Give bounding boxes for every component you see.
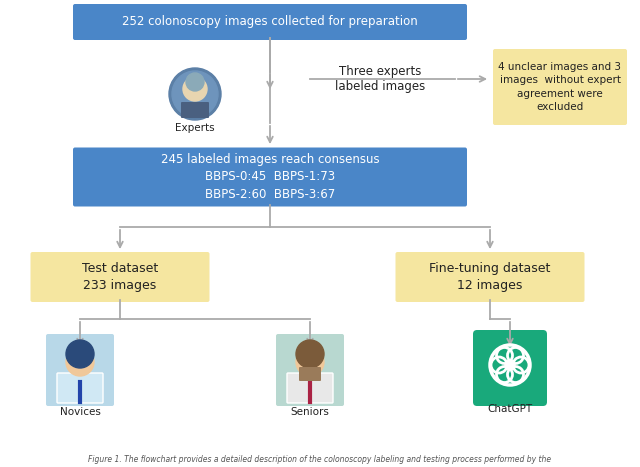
Circle shape bbox=[169, 68, 221, 120]
Circle shape bbox=[66, 348, 94, 376]
Circle shape bbox=[296, 348, 324, 376]
FancyBboxPatch shape bbox=[73, 4, 467, 40]
FancyBboxPatch shape bbox=[276, 334, 344, 406]
Text: Fine-tuning dataset
12 images: Fine-tuning dataset 12 images bbox=[429, 262, 550, 292]
Text: ChatGPT: ChatGPT bbox=[488, 404, 532, 414]
FancyBboxPatch shape bbox=[396, 252, 584, 302]
Text: 4 unclear images and 3
images  without expert
agreement were
excluded: 4 unclear images and 3 images without ex… bbox=[499, 62, 621, 112]
FancyBboxPatch shape bbox=[46, 334, 114, 406]
FancyBboxPatch shape bbox=[31, 252, 209, 302]
Text: Experts: Experts bbox=[175, 123, 215, 133]
FancyBboxPatch shape bbox=[299, 367, 321, 381]
Text: Figure 1. The flowchart provides a detailed description of the colonoscopy label: Figure 1. The flowchart provides a detai… bbox=[88, 455, 552, 465]
Text: 245 labeled images reach consensus
BBPS-0:45  BBPS-1:73
BBPS-2:60  BBPS-3:67: 245 labeled images reach consensus BBPS-… bbox=[161, 154, 380, 200]
Text: Test dataset
233 images: Test dataset 233 images bbox=[82, 262, 158, 292]
Circle shape bbox=[505, 360, 515, 370]
Circle shape bbox=[66, 340, 94, 368]
FancyBboxPatch shape bbox=[181, 102, 209, 118]
Text: Novices: Novices bbox=[60, 407, 100, 417]
Circle shape bbox=[186, 73, 204, 91]
Text: Three experts
labeled images: Three experts labeled images bbox=[335, 65, 425, 93]
FancyBboxPatch shape bbox=[73, 148, 467, 206]
FancyBboxPatch shape bbox=[57, 373, 103, 403]
Text: Seniors: Seniors bbox=[291, 407, 330, 417]
FancyBboxPatch shape bbox=[287, 373, 333, 403]
Text: 252 colonoscopy images collected for preparation: 252 colonoscopy images collected for pre… bbox=[122, 15, 418, 28]
FancyBboxPatch shape bbox=[473, 330, 547, 406]
Circle shape bbox=[296, 340, 324, 368]
Circle shape bbox=[183, 77, 207, 101]
Circle shape bbox=[172, 71, 218, 117]
FancyBboxPatch shape bbox=[493, 49, 627, 125]
